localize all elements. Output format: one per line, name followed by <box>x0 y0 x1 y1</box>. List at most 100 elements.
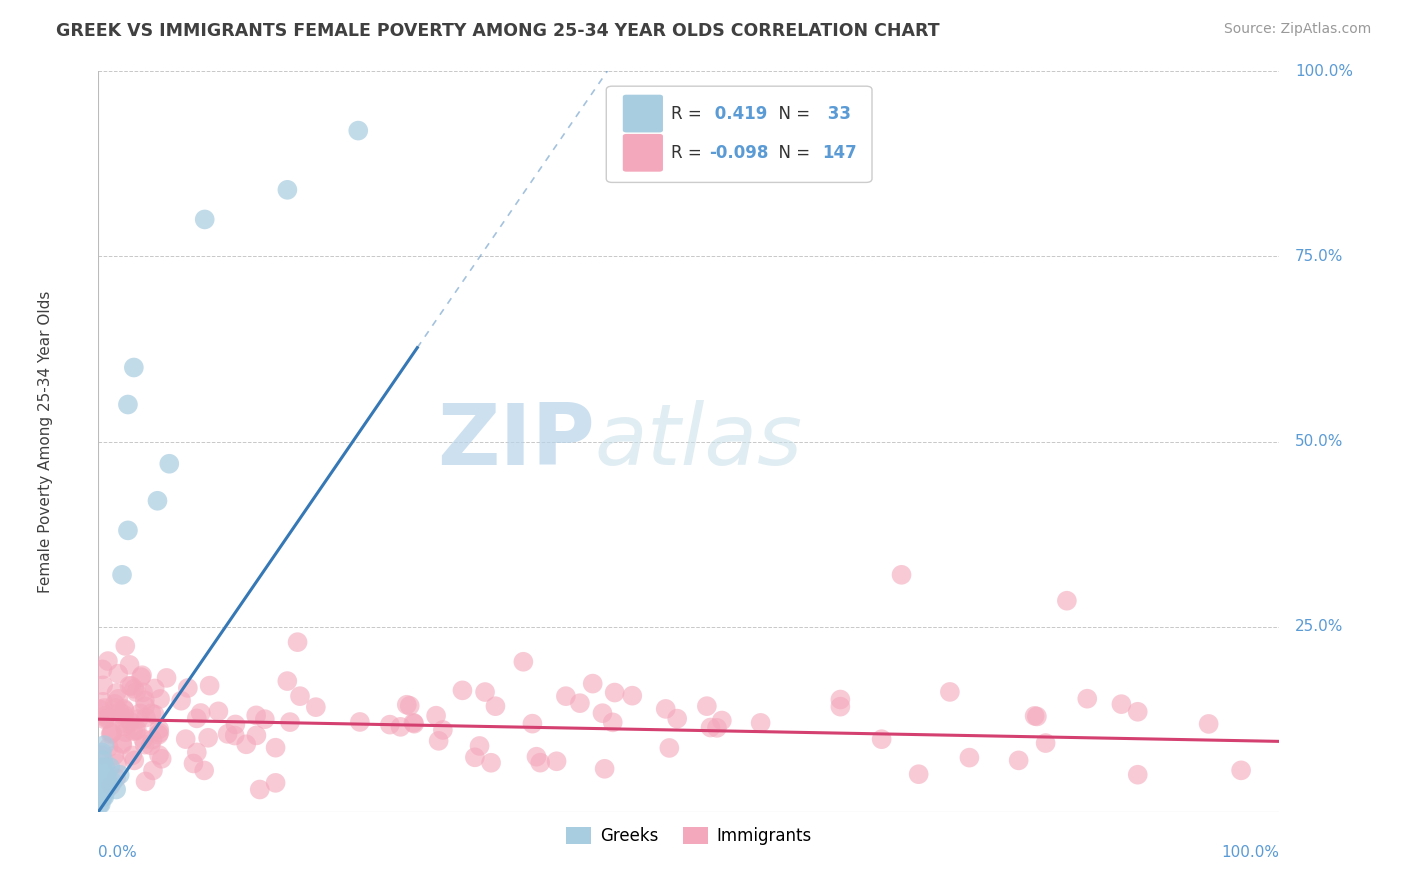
Point <box>402 715 425 730</box>
Point <box>1076 691 1098 706</box>
Point <box>129 706 152 721</box>
Point <box>122 724 145 739</box>
Point <box>287 635 309 649</box>
Point <box>120 679 142 693</box>
Point <box>105 771 128 785</box>
Point <box>93 701 115 715</box>
Point <box>134 738 156 752</box>
Point <box>91 775 114 789</box>
Point <box>114 703 136 717</box>
Point <box>118 679 141 693</box>
Text: R =: R = <box>671 144 707 161</box>
Point <box>425 708 447 723</box>
Point <box>111 567 134 582</box>
Point <box>96 708 118 723</box>
Point <box>114 710 136 724</box>
Point <box>129 670 152 684</box>
Point <box>427 734 450 748</box>
Point <box>100 779 122 793</box>
Point <box>1035 736 1057 750</box>
Point <box>1024 709 1046 723</box>
Point <box>245 708 267 723</box>
Point <box>749 715 772 730</box>
Point <box>939 685 962 699</box>
Point <box>264 776 287 790</box>
Point <box>108 705 131 719</box>
Point <box>90 782 112 797</box>
Point <box>148 726 170 740</box>
Point <box>93 738 115 752</box>
Point <box>183 756 205 771</box>
Point <box>105 686 128 700</box>
Point <box>155 671 177 685</box>
Point <box>197 731 219 745</box>
Point <box>93 767 115 781</box>
FancyBboxPatch shape <box>606 87 872 183</box>
Point <box>117 524 139 538</box>
Point <box>174 732 197 747</box>
Point <box>89 797 111 812</box>
Text: 75.0%: 75.0% <box>1295 249 1343 264</box>
Text: R =: R = <box>671 104 707 122</box>
Point <box>114 725 136 739</box>
Point <box>135 710 157 724</box>
Point <box>134 699 156 714</box>
Point <box>224 717 246 731</box>
Point <box>108 767 131 781</box>
Point <box>198 679 221 693</box>
Point <box>1008 753 1031 767</box>
Point <box>149 692 172 706</box>
Point <box>118 657 141 672</box>
Point <box>484 699 506 714</box>
Point <box>245 728 267 742</box>
Point <box>546 754 568 768</box>
Point <box>190 706 212 720</box>
Point <box>699 721 721 735</box>
Point <box>349 714 371 729</box>
Point <box>432 723 454 737</box>
Point <box>112 702 135 716</box>
Point <box>602 715 624 730</box>
Point <box>554 689 576 703</box>
Point <box>124 723 146 738</box>
Point <box>654 702 676 716</box>
Text: 100.0%: 100.0% <box>1222 845 1279 860</box>
Point <box>224 729 246 743</box>
Point <box>347 123 370 137</box>
Point <box>830 699 852 714</box>
Point <box>148 722 170 736</box>
Point <box>104 701 127 715</box>
Text: 147: 147 <box>823 144 858 161</box>
Point <box>207 704 229 718</box>
Point <box>143 681 166 696</box>
Point <box>404 716 426 731</box>
Point <box>91 775 114 789</box>
Point <box>91 789 114 804</box>
Point <box>474 685 496 699</box>
FancyBboxPatch shape <box>623 95 664 132</box>
Point <box>194 212 217 227</box>
Legend: Greeks, Immigrants: Greeks, Immigrants <box>560 820 818 852</box>
Point <box>100 726 122 740</box>
Point <box>107 691 129 706</box>
Point <box>141 706 163 721</box>
Point <box>128 712 150 726</box>
Point <box>142 764 165 778</box>
Point <box>621 689 644 703</box>
Text: N =: N = <box>768 144 815 161</box>
Point <box>1230 764 1253 778</box>
Text: 50.0%: 50.0% <box>1295 434 1343 449</box>
Text: ZIP: ZIP <box>437 400 595 483</box>
Point <box>101 725 124 739</box>
Point <box>305 700 328 714</box>
Point <box>389 720 412 734</box>
Point <box>235 737 257 751</box>
Text: 100.0%: 100.0% <box>1295 64 1353 78</box>
Point <box>464 750 486 764</box>
Point <box>91 789 114 804</box>
Point <box>91 760 114 774</box>
Point <box>91 753 114 767</box>
Point <box>1126 767 1149 781</box>
Point <box>139 739 162 753</box>
Point <box>529 756 551 770</box>
